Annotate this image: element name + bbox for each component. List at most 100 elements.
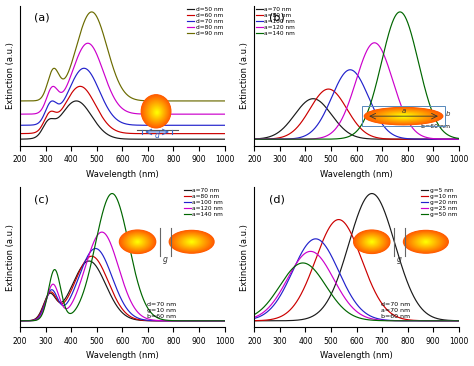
d=80 nm [17, 112, 23, 116]
Legend: g=5 nm, g=10 nm, g=20 nm, g=25 nm, g=50 nm: g=5 nm, g=10 nm, g=20 nm, g=25 nm, g=50 … [421, 188, 457, 217]
g=20 nm [252, 316, 257, 321]
g=10 nm [342, 221, 347, 225]
g=10 nm [456, 319, 462, 323]
Line: d=60 nm: d=60 nm [20, 86, 225, 134]
d=50 nm [222, 137, 228, 141]
a=70 nm [456, 137, 462, 141]
a=140 nm [397, 10, 403, 14]
a=80 nm [38, 310, 44, 314]
a=70 nm [334, 120, 340, 124]
g=5 nm [411, 295, 417, 299]
d=60 nm [158, 131, 164, 136]
Line: a=120 nm: a=120 nm [255, 43, 459, 139]
a=120 nm [392, 85, 398, 90]
a=140 nm [181, 318, 186, 323]
d=90 nm [181, 99, 186, 103]
a=80 nm [392, 137, 398, 141]
d=70 nm [216, 123, 222, 127]
a=120 nm [181, 319, 186, 323]
Line: a=70 nm: a=70 nm [255, 99, 459, 139]
X-axis label: Wavelength (nm): Wavelength (nm) [320, 170, 393, 179]
a=120 nm [456, 137, 462, 141]
g=50 nm [411, 319, 417, 323]
a=100 nm [415, 137, 420, 141]
d=90 nm [17, 99, 23, 103]
d=70 nm [108, 110, 113, 115]
a=70 nm [310, 97, 316, 101]
a=140 nm [100, 210, 106, 214]
a=140 nm [392, 15, 398, 19]
a=100 nm [158, 318, 164, 323]
a=120 nm [99, 230, 105, 234]
a=80 nm [415, 137, 420, 141]
Text: b=60 nm: b=60 nm [421, 124, 451, 129]
a=140 nm [38, 314, 44, 319]
a=80 nm [456, 137, 462, 141]
g=10 nm [334, 218, 340, 222]
Line: d=70 nm: d=70 nm [20, 68, 225, 125]
a=120 nm [38, 313, 44, 317]
a=70 nm [252, 137, 257, 141]
d=90 nm [89, 10, 95, 14]
X-axis label: Wavelength (nm): Wavelength (nm) [86, 351, 159, 361]
d=80 nm [222, 112, 228, 116]
d=50 nm [38, 129, 44, 133]
a=140 nm [107, 192, 113, 197]
d=80 nm [177, 112, 182, 116]
g=20 nm [415, 318, 420, 323]
Text: d=70 nm
g=10 nm
b=60 nm: d=70 nm g=10 nm b=60 nm [147, 302, 176, 319]
d=50 nm [177, 137, 182, 141]
g=5 nm [273, 318, 278, 323]
g=5 nm [334, 278, 340, 283]
Line: d=90 nm: d=90 nm [20, 12, 225, 101]
a=70 nm [392, 137, 398, 141]
Line: a=140 nm: a=140 nm [20, 194, 225, 321]
d=70 nm [100, 97, 106, 101]
a=140 nm [222, 319, 228, 323]
a=120 nm [252, 137, 257, 141]
a=70 nm [177, 319, 182, 323]
g=50 nm [392, 318, 398, 323]
d=80 nm [38, 108, 44, 112]
d=70 nm [177, 123, 182, 127]
d=80 nm [108, 88, 113, 92]
X-axis label: Wavelength (nm): Wavelength (nm) [86, 170, 159, 179]
d=60 nm [181, 131, 186, 136]
d=90 nm [38, 96, 44, 100]
d=70 nm [181, 123, 186, 127]
Y-axis label: Extinction (a.u.): Extinction (a.u.) [6, 42, 15, 109]
d=60 nm [77, 84, 83, 89]
a=140 nm [456, 136, 462, 141]
a=120 nm [342, 112, 347, 116]
a=140 nm [252, 137, 257, 141]
d=60 nm [17, 131, 23, 136]
Legend: d=50 nm, d=60 nm, d=70 nm, d=80 nm, d=90 nm: d=50 nm, d=60 nm, d=70 nm, d=80 nm, d=90… [187, 7, 223, 36]
d=70 nm [81, 66, 87, 70]
d=50 nm [17, 137, 23, 141]
a=140 nm [342, 136, 347, 140]
a=80 nm [89, 254, 95, 258]
d=80 nm [181, 112, 186, 116]
g=10 nm [392, 314, 398, 318]
Line: a=80 nm: a=80 nm [255, 89, 459, 139]
g=25 nm [273, 297, 278, 302]
d=80 nm [100, 68, 106, 73]
a=80 nm [411, 137, 417, 141]
a=80 nm [108, 284, 113, 289]
a=120 nm [177, 319, 182, 323]
g=10 nm [411, 318, 417, 322]
Text: (a): (a) [35, 12, 50, 23]
a=100 nm [92, 246, 98, 251]
a=120 nm [273, 137, 278, 141]
g=5 nm [456, 318, 462, 323]
a=120 nm [17, 319, 23, 323]
a=80 nm [326, 87, 331, 91]
a=100 nm [222, 319, 228, 323]
g=25 nm [456, 319, 462, 323]
Line: a=100 nm: a=100 nm [255, 70, 459, 139]
g=20 nm [411, 318, 417, 323]
d=50 nm [108, 134, 113, 138]
a=80 nm [181, 319, 186, 323]
g=10 nm [273, 316, 278, 321]
d=60 nm [177, 131, 182, 136]
